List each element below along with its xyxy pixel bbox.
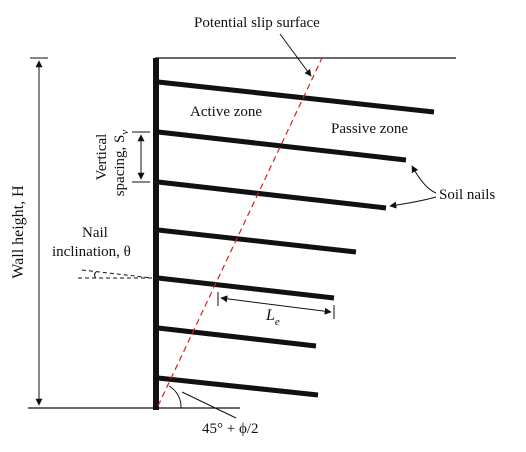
passive-zone-label: Passive zone [331,121,408,137]
soil-nail [157,129,407,163]
vertical-spacing-line2: spacing, Sv [112,130,131,197]
soil-nail [157,275,335,301]
embedment-dimension-arrow [220,295,332,315]
nail-inclination-line2: inclination, θ [52,244,131,260]
vertical-spacing-label: Vertical spacing, Sv [94,130,131,197]
soil-nails-leader-lower [389,196,437,209]
soil-nail [157,227,357,255]
active-zone-label: Active zone [190,104,262,120]
soil-nail [157,375,319,398]
soil-nails-group [157,79,435,398]
soil-nail [157,79,435,115]
failure-angle-label: 45° + ϕ/2 [202,421,259,437]
soil-nail [157,325,317,349]
inclination-angle-arc [94,271,97,279]
vertical-spacing-line1: Vertical [94,134,110,181]
wall-height-label: Wall height, H [10,185,27,279]
slip-surface-label: Potential slip surface [194,15,320,31]
slip-surface-leader [279,33,312,77]
soil-nails-label: Soil nails [439,187,495,203]
slip-surface-line [157,57,323,407]
soil-nail [157,179,387,211]
inclination-nail-extension [81,269,153,279]
soil-nails-leader-upper [411,165,437,194]
nail-inclination-line1: Nail [82,225,108,241]
failure-angle-arc [168,385,182,409]
angle-label-leader [181,391,237,419]
embedment-length-label: Le [265,307,280,328]
